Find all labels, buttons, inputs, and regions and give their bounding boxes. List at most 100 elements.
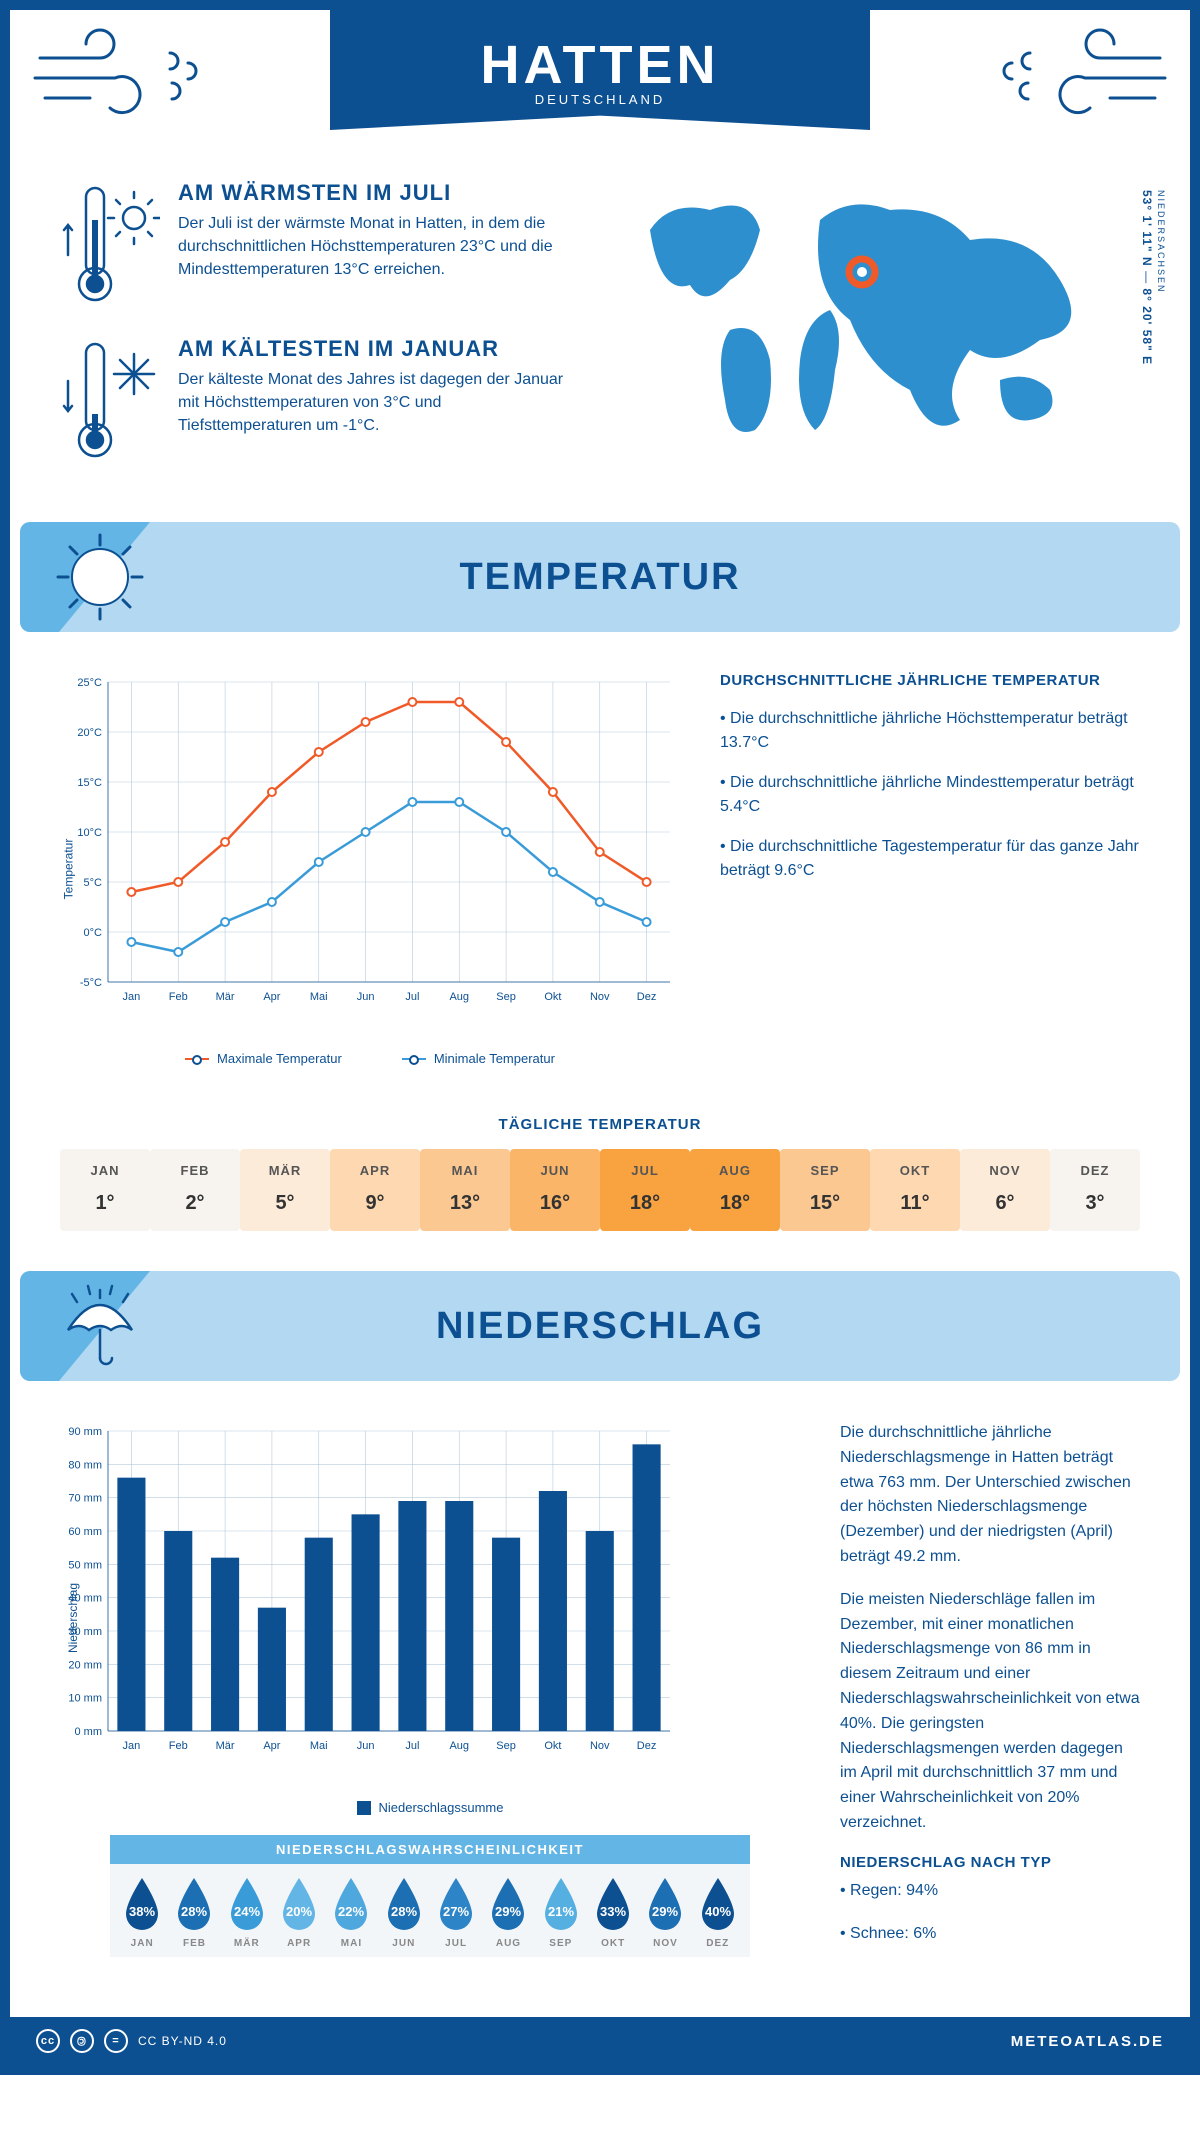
daily-temp-cell: JAN1°	[60, 1149, 150, 1231]
probability-drop: 22%MAI	[325, 1874, 377, 1949]
precip-type-title: NIEDERSCHLAG NACH TYP	[840, 1854, 1140, 1871]
temperature-chart: Temperatur -5°C0°C5°C10°C15°C20°C25°CJan…	[60, 672, 680, 1066]
precipitation-probability: NIEDERSCHLAGSWAHRSCHEINLICHKEIT 38%JAN28…	[110, 1835, 750, 1957]
probability-drop: 28%FEB	[168, 1874, 220, 1949]
header: HATTEN DEUTSCHLAND	[10, 10, 1190, 170]
svg-text:28%: 28%	[391, 1904, 417, 1919]
svg-text:Jan: Jan	[123, 1740, 141, 1752]
legend-precip: Niederschlagssumme	[379, 1800, 504, 1815]
probability-drop: 38%JAN	[116, 1874, 168, 1949]
svg-text:Jan: Jan	[123, 991, 141, 1003]
daily-temp-cell: AUG18°	[690, 1149, 780, 1231]
sun-icon	[50, 527, 150, 627]
precipitation-chart: Niederschlag 0 mm10 mm20 mm30 mm40 mm50 …	[60, 1421, 800, 1815]
by-icon: 🄯	[70, 2029, 94, 2053]
svg-text:0°C: 0°C	[84, 927, 103, 939]
svg-text:0 mm: 0 mm	[75, 1726, 103, 1738]
svg-text:29%: 29%	[495, 1904, 521, 1919]
temp-bullet-3: • Die durchschnittliche Tagestemperatur …	[720, 835, 1140, 883]
chart-ylabel: Temperatur	[61, 839, 75, 900]
svg-text:Nov: Nov	[590, 1740, 610, 1752]
temp-bullet-1: • Die durchschnittliche jährliche Höchst…	[720, 707, 1140, 755]
daily-temp-table: JAN1°FEB2°MÄR5°APR9°MAI13°JUN16°JUL18°AU…	[60, 1149, 1140, 1231]
probability-drop: 27%JUL	[430, 1874, 482, 1949]
site-label: METEOATLAS.DE	[1011, 2033, 1164, 2050]
svg-text:Sep: Sep	[496, 991, 516, 1003]
temp-summary-title: DURCHSCHNITTLICHE JÄHRLICHE TEMPERATUR	[720, 672, 1140, 689]
svg-text:Mai: Mai	[310, 991, 328, 1003]
svg-text:Jun: Jun	[357, 991, 375, 1003]
umbrella-icon	[50, 1276, 150, 1376]
probability-title: NIEDERSCHLAGSWAHRSCHEINLICHKEIT	[110, 1835, 750, 1864]
svg-text:Jul: Jul	[405, 991, 419, 1003]
probability-drop: 33%OKT	[587, 1874, 639, 1949]
svg-text:21%: 21%	[548, 1904, 574, 1919]
svg-text:Mai: Mai	[310, 1740, 328, 1752]
svg-text:5°C: 5°C	[84, 877, 103, 889]
wind-icon	[1000, 28, 1170, 128]
daily-temp-cell: JUN16°	[510, 1149, 600, 1231]
svg-text:Dez: Dez	[637, 991, 657, 1003]
precip-p2: Die meisten Niederschläge fallen im Deze…	[840, 1588, 1140, 1836]
daily-temp-cell: SEP15°	[780, 1149, 870, 1231]
coldest-text: Der kälteste Monat des Jahres ist dagege…	[178, 368, 578, 438]
svg-text:38%: 38%	[129, 1904, 155, 1919]
probability-drop: 24%MÄR	[221, 1874, 273, 1949]
svg-text:Okt: Okt	[544, 991, 561, 1003]
precipitation-summary: Die durchschnittliche jährliche Niedersc…	[840, 1421, 1140, 1997]
probability-drop: 29%AUG	[482, 1874, 534, 1949]
svg-text:20%: 20%	[286, 1904, 312, 1919]
svg-text:Mär: Mär	[216, 991, 235, 1003]
svg-text:Sep: Sep	[496, 1740, 516, 1752]
svg-text:29%: 29%	[652, 1904, 678, 1919]
footer: cc 🄯 = CC BY-ND 4.0 METEOATLAS.DE	[10, 2017, 1190, 2065]
svg-text:Jun: Jun	[357, 1740, 375, 1752]
probability-drop: 28%JUN	[378, 1874, 430, 1949]
warmest-title: AM WÄRMSTEN IM JULI	[178, 180, 578, 206]
warmest-text: Der Juli ist der wärmste Monat in Hatten…	[178, 212, 578, 282]
license-label: CC BY-ND 4.0	[138, 2034, 227, 2048]
probability-drop: 21%SEP	[535, 1874, 587, 1949]
country-subtitle: DEUTSCHLAND	[535, 92, 666, 107]
daily-temp-title: TÄGLICHE TEMPERATUR	[10, 1116, 1190, 1133]
svg-text:80 mm: 80 mm	[68, 1459, 102, 1471]
temperature-summary: DURCHSCHNITTLICHE JÄHRLICHE TEMPERATUR •…	[720, 672, 1140, 1066]
temp-bullet-2: • Die durchschnittliche jährliche Mindes…	[720, 771, 1140, 819]
svg-text:Jul: Jul	[405, 1740, 419, 1752]
svg-text:50 mm: 50 mm	[68, 1559, 102, 1571]
daily-temp-cell: MAI13°	[420, 1149, 510, 1231]
svg-text:Apr: Apr	[263, 991, 280, 1003]
daily-temp-cell: APR9°	[330, 1149, 420, 1231]
nd-icon: =	[104, 2029, 128, 2053]
temperature-section-header: TEMPERATUR	[20, 522, 1180, 632]
daily-temp-cell: OKT11°	[870, 1149, 960, 1231]
svg-text:28%: 28%	[181, 1904, 207, 1919]
legend-min: Minimale Temperatur	[434, 1051, 555, 1066]
coldest-block: AM KÄLTESTEN IM JANUAR Der kälteste Mona…	[60, 336, 590, 466]
svg-text:70 mm: 70 mm	[68, 1493, 102, 1505]
lat-value: 53° 1' 11" N	[1140, 190, 1154, 267]
svg-text:15°C: 15°C	[77, 777, 102, 789]
city-title: HATTEN	[481, 34, 720, 96]
cc-icon: cc	[36, 2029, 60, 2053]
svg-text:20 mm: 20 mm	[68, 1659, 102, 1671]
svg-text:60 mm: 60 mm	[68, 1526, 102, 1538]
svg-text:Nov: Nov	[590, 991, 610, 1003]
chart-legend: Maximale Temperatur Minimale Temperatur	[60, 1051, 680, 1066]
svg-text:Apr: Apr	[263, 1740, 280, 1752]
svg-text:10 mm: 10 mm	[68, 1693, 102, 1705]
svg-text:25°C: 25°C	[77, 677, 102, 689]
svg-text:20°C: 20°C	[77, 727, 102, 739]
intro-section: AM WÄRMSTEN IM JULI Der Juli ist der wär…	[10, 170, 1190, 522]
svg-text:10°C: 10°C	[77, 827, 102, 839]
coordinates: NIEDERSACHSEN 53° 1' 11" N — 8° 20' 58" …	[1140, 190, 1168, 365]
svg-text:Feb: Feb	[169, 1740, 188, 1752]
svg-text:22%: 22%	[338, 1904, 364, 1919]
svg-text:90 mm: 90 mm	[68, 1426, 102, 1438]
daily-temp-cell: JUL18°	[600, 1149, 690, 1231]
svg-text:33%: 33%	[600, 1904, 626, 1919]
svg-text:Dez: Dez	[637, 1740, 657, 1752]
world-map: NIEDERSACHSEN 53° 1' 11" N — 8° 20' 58" …	[620, 180, 1140, 492]
svg-text:27%: 27%	[443, 1904, 469, 1919]
svg-text:40%: 40%	[705, 1904, 731, 1919]
